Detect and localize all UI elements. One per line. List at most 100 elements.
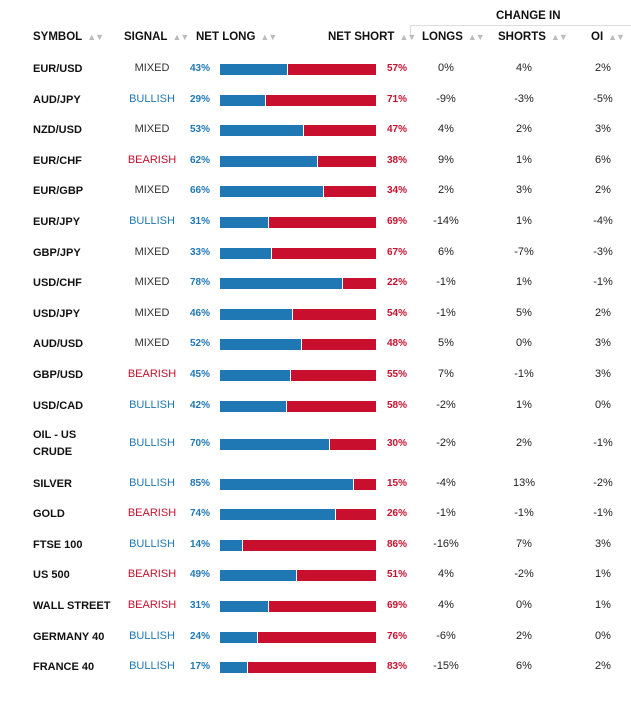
net-long-bar-fill [220, 601, 268, 612]
table-row[interactable]: USD/JPY MIXED 46% 54% -1% 5% 2% [0, 306, 631, 322]
net-long-value: 49% [189, 569, 210, 580]
shorts-change-value: 1% [516, 215, 532, 227]
net-long-bar-fill [220, 248, 271, 259]
symbol-cell[interactable]: EUR/USD [33, 63, 83, 75]
table-row[interactable]: NZD/USD MIXED 53% 47% 4% 2% 3% [0, 122, 631, 138]
table-row[interactable]: EUR/USD MIXED 43% 57% 0% 4% 2% [0, 61, 631, 77]
column-header-signal[interactable]: SIGNAL ▲▼ [124, 31, 189, 43]
net-long-bar-fill [220, 339, 301, 350]
symbol-cell[interactable]: GOLD [33, 508, 65, 520]
sentiment-bar [220, 401, 376, 412]
change-in-divider [410, 25, 631, 26]
net-short-value: 30% [387, 438, 408, 449]
symbol-cell[interactable]: USD/CHF [33, 277, 82, 289]
oi-change-value: 2% [595, 660, 611, 672]
net-long-value: 62% [189, 155, 210, 166]
net-short-value: 22% [387, 277, 408, 288]
table-row[interactable]: AUD/USD MIXED 52% 48% 5% 0% 3% [0, 336, 631, 352]
sort-icon: ▲▼ [172, 32, 189, 42]
table-row[interactable]: FRANCE 40 BULLISH 17% 83% -15% 6% 2% [0, 659, 631, 675]
sentiment-bar [220, 95, 376, 106]
oi-change-value: 3% [595, 337, 611, 349]
column-header-net-long[interactable]: NET LONG ▲▼ [196, 31, 277, 43]
net-short-value: 47% [387, 124, 408, 135]
shorts-change-value: 3% [516, 184, 532, 196]
signal-cell: BEARISH [127, 154, 177, 166]
longs-change-value: -1% [436, 307, 456, 319]
table-row[interactable]: GERMANY 40 BULLISH 24% 76% -6% 2% 0% [0, 629, 631, 645]
oi-change-value: 3% [595, 538, 611, 550]
sentiment-bar [220, 601, 376, 612]
oi-change-value: 3% [595, 123, 611, 135]
symbol-cell[interactable]: WALL STREET [33, 600, 111, 612]
table-row[interactable]: OIL - US CRUDE BULLISH 70% 30% -2% 2% -1% [0, 429, 631, 458]
bar-divider [329, 439, 330, 450]
table-row[interactable]: GBP/USD BEARISH 45% 55% 7% -1% 3% [0, 367, 631, 383]
table-row[interactable]: GBP/JPY MIXED 33% 67% 6% -7% -3% [0, 245, 631, 261]
net-short-header-label: NET SHORT [328, 31, 395, 43]
symbol-cell[interactable]: OIL - US CRUDE [33, 427, 76, 461]
table-row[interactable]: GOLD BEARISH 74% 26% -1% -1% -1% [0, 506, 631, 522]
signal-cell: MIXED [134, 246, 170, 258]
bar-divider [271, 248, 272, 259]
oi-change-value: 1% [595, 599, 611, 611]
symbol-cell[interactable]: GERMANY 40 [33, 631, 105, 643]
sort-icon: ▲▼ [608, 32, 625, 42]
table-row[interactable]: EUR/GBP MIXED 66% 34% 2% 3% 2% [0, 183, 631, 199]
column-header-symbol[interactable]: SYMBOL ▲▼ [33, 31, 104, 43]
symbol-cell[interactable]: GBP/USD [33, 369, 84, 381]
table-row[interactable]: FTSE 100 BULLISH 14% 86% -16% 7% 3% [0, 537, 631, 553]
table-row[interactable]: USD/CAD BULLISH 42% 58% -2% 1% 0% [0, 398, 631, 414]
column-header-longs[interactable]: LONGS ▲▼ [422, 31, 485, 43]
sort-icon: ▲▼ [399, 32, 416, 42]
symbol-cell[interactable]: US 500 [33, 569, 70, 581]
table-row[interactable]: AUD/JPY BULLISH 29% 71% -9% -3% -5% [0, 92, 631, 108]
symbol-cell[interactable]: NZD/USD [33, 124, 82, 136]
symbol-cell[interactable]: EUR/CHF [33, 155, 82, 167]
signal-cell: BULLISH [129, 630, 175, 642]
bar-divider [317, 156, 318, 167]
column-header-net-short[interactable]: NET SHORT ▲▼ [328, 31, 416, 43]
net-long-bar-fill [220, 540, 242, 551]
table-row[interactable]: EUR/JPY BULLISH 31% 69% -14% 1% -4% [0, 214, 631, 230]
symbol-cell[interactable]: FTSE 100 [33, 539, 83, 551]
shorts-change-value: -2% [514, 568, 534, 580]
bar-divider [268, 601, 269, 612]
net-long-value: 45% [189, 369, 210, 380]
symbol-cell[interactable]: SILVER [33, 478, 72, 490]
sort-icon: ▲▼ [87, 32, 104, 42]
oi-change-value: 0% [595, 399, 611, 411]
oi-change-value: 0% [595, 630, 611, 642]
net-long-bar-fill [220, 156, 317, 167]
signal-cell: MIXED [134, 276, 170, 288]
net-long-bar-fill [220, 125, 303, 136]
net-short-value: 54% [387, 308, 408, 319]
signal-cell: BULLISH [129, 93, 175, 105]
symbol-cell[interactable]: EUR/JPY [33, 216, 81, 228]
table-row[interactable]: SILVER BULLISH 85% 15% -4% 13% -2% [0, 476, 631, 492]
column-header-oi[interactable]: OI ▲▼ [591, 31, 625, 43]
net-short-value: 76% [387, 631, 408, 642]
shorts-change-value: 2% [516, 123, 532, 135]
signal-cell: BULLISH [129, 477, 175, 489]
symbol-cell[interactable]: EUR/GBP [33, 185, 84, 197]
bar-divider [268, 217, 269, 228]
oi-change-value: -4% [593, 215, 613, 227]
net-long-bar-fill [220, 662, 247, 673]
column-header-shorts[interactable]: SHORTS ▲▼ [498, 31, 568, 43]
table-row[interactable]: US 500 BEARISH 49% 51% 4% -2% 1% [0, 567, 631, 583]
symbol-cell[interactable]: USD/JPY [33, 308, 81, 320]
symbol-cell[interactable]: AUD/JPY [33, 94, 81, 106]
shorts-change-value: 1% [516, 276, 532, 288]
bar-divider [303, 125, 304, 136]
net-short-value: 57% [387, 63, 408, 74]
signal-cell: BULLISH [129, 399, 175, 411]
symbol-cell[interactable]: USD/CAD [33, 400, 84, 412]
symbol-cell[interactable]: FRANCE 40 [33, 661, 95, 673]
table-row[interactable]: WALL STREET BEARISH 31% 69% 4% 0% 1% [0, 598, 631, 614]
symbol-cell[interactable]: AUD/USD [33, 338, 84, 350]
table-row[interactable]: USD/CHF MIXED 78% 22% -1% 1% -1% [0, 275, 631, 291]
table-row[interactable]: EUR/CHF BEARISH 62% 38% 9% 1% 6% [0, 153, 631, 169]
net-long-bar-fill [220, 309, 292, 320]
symbol-cell[interactable]: GBP/JPY [33, 247, 81, 259]
